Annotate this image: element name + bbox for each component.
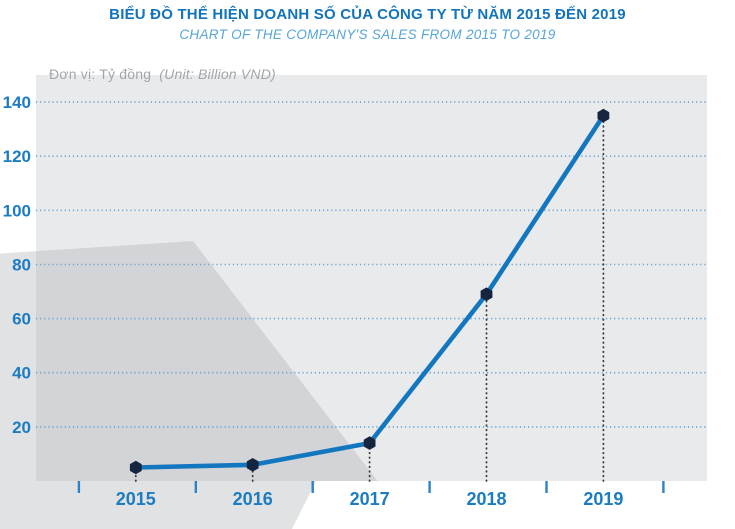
data-point-marker xyxy=(597,108,610,123)
y-axis-tick-label: 40 xyxy=(12,364,31,383)
plot-area xyxy=(36,75,707,481)
y-axis-tick-label: 80 xyxy=(12,256,31,275)
x-axis-category-label: 2019 xyxy=(583,489,623,509)
unit-label-vietnamese: Đơn vị: Tỷ đồng xyxy=(49,66,152,82)
y-axis-tick-label: 20 xyxy=(12,418,31,437)
x-axis-category-label: 2015 xyxy=(116,489,156,509)
y-axis-tick-label: 60 xyxy=(12,310,31,329)
unit-label: Đơn vị: Tỷ đồng (Unit: Billion VND) xyxy=(49,66,276,82)
data-point-marker xyxy=(363,436,376,450)
y-axis-tick-label: 100 xyxy=(3,201,31,220)
x-axis-category-label: 2018 xyxy=(466,489,506,509)
chart-layers: 20 40 60 80 100 120 140 2015 2016 2017 2018 2019 xyxy=(3,93,707,509)
x-axis-category-label: 2016 xyxy=(233,489,273,509)
x-axis-category-label: 2017 xyxy=(350,489,390,509)
unit-label-english: (Unit: Billion VND) xyxy=(159,66,276,82)
data-point-marker xyxy=(129,460,142,475)
data-point-marker xyxy=(480,287,493,301)
data-point-marker xyxy=(246,458,259,472)
chart-title: BIỂU ĐỒ THỂ HIỆN DOANH SỐ CỦA CÔNG TY TỪ… xyxy=(109,6,626,23)
y-axis-tick-label: 140 xyxy=(3,93,31,112)
y-axis-tick-label: 120 xyxy=(3,147,31,166)
chart-subtitle: CHART OF THE COMPANY'S SALES FROM 2015 T… xyxy=(179,27,556,42)
